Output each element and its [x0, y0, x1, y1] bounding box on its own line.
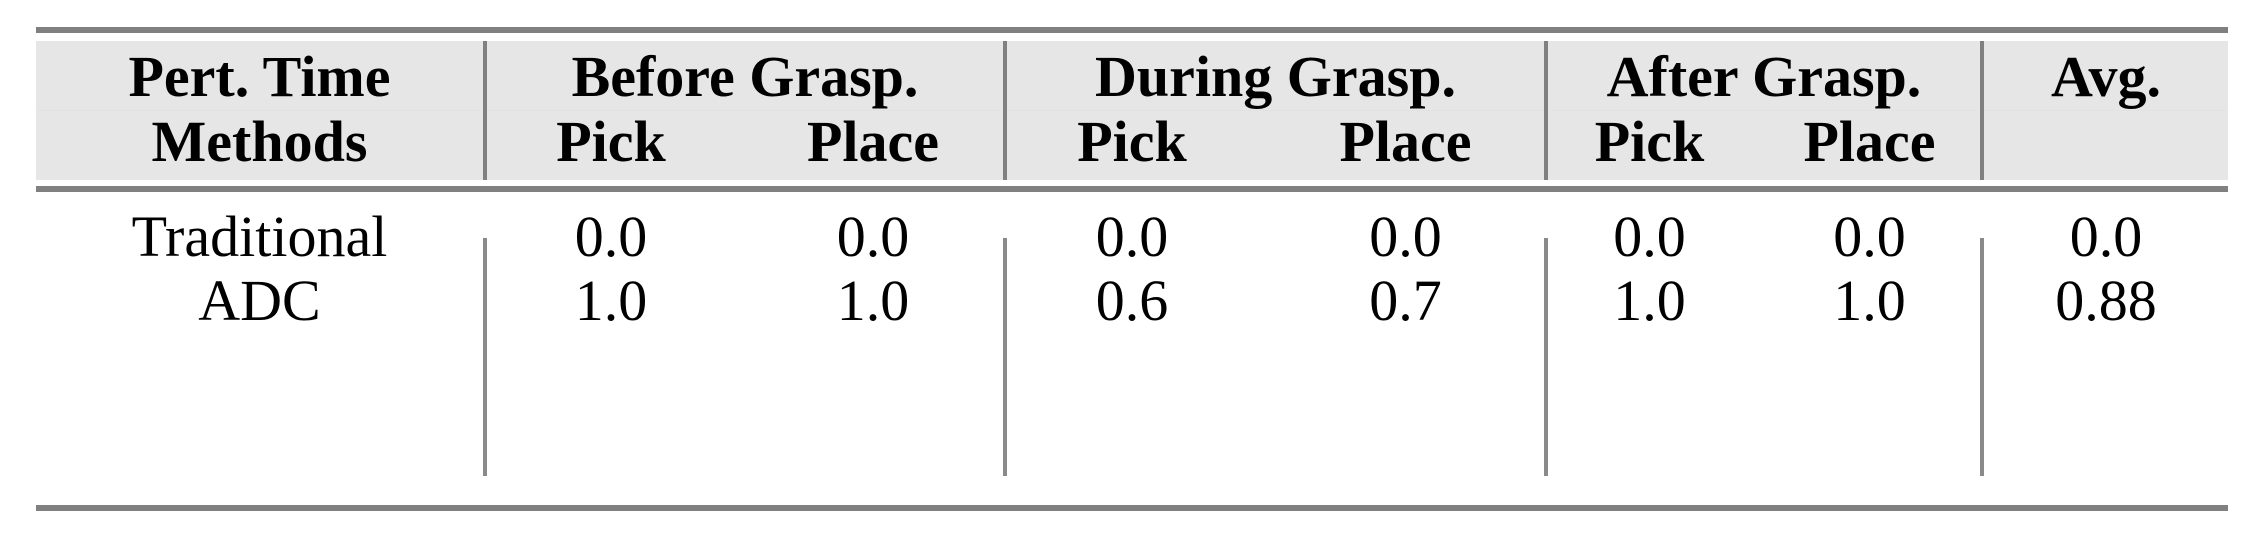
- table-header-band: [36, 41, 2228, 180]
- header-group-avg: Avg.: [2050, 44, 2162, 109]
- column-separator-3-body: [1544, 238, 1548, 476]
- row-label-adc: ADC: [198, 268, 321, 333]
- header-group-before-grasp: Before Grasp.: [571, 44, 919, 109]
- header-before-grasp-pick: Pick: [556, 109, 666, 174]
- header-row-divider: [36, 110, 2228, 111]
- cell-adc-before-place: 1.0: [836, 268, 910, 333]
- cell-adc-after-pick: 1.0: [1613, 268, 1686, 333]
- cell-traditional-before-pick: 0.0: [574, 204, 648, 269]
- header-stub-line1: Pert. Time: [128, 44, 391, 109]
- header-group-after-grasp: After Grasp.: [1606, 44, 1922, 109]
- cell-traditional-after-pick: 0.0: [1613, 204, 1686, 269]
- header-during-grasp-place: Place: [1339, 109, 1472, 174]
- header-during-grasp-pick: Pick: [1077, 109, 1187, 174]
- table-top-rule: [36, 27, 2228, 33]
- results-table: Pert. Time Before Grasp. During Grasp. A…: [36, 0, 2228, 542]
- cell-traditional-during-place: 0.0: [1369, 204, 1442, 269]
- cell-adc-before-pick: 1.0: [574, 268, 648, 333]
- column-separator-1-header: [483, 41, 487, 180]
- header-before-grasp-place: Place: [806, 109, 940, 174]
- row-label-traditional: Traditional: [131, 204, 388, 269]
- cell-adc-during-place: 0.7: [1369, 268, 1442, 333]
- column-separator-4-body: [1980, 238, 1984, 476]
- column-separator-2-header: [1003, 41, 1007, 180]
- header-after-grasp-place: Place: [1803, 109, 1936, 174]
- column-separator-2-body: [1003, 238, 1007, 476]
- cell-traditional-after-place: 0.0: [1833, 204, 1906, 269]
- header-group-during-grasp: During Grasp.: [1095, 44, 1456, 109]
- table-bottom-rule: [36, 505, 2228, 511]
- cell-traditional-avg: 0.0: [2069, 204, 2143, 269]
- table-body-area: [36, 192, 2228, 505]
- column-separator-1-body: [483, 238, 487, 476]
- cell-adc-avg: 0.88: [2055, 268, 2157, 333]
- table-middle-rule: [36, 186, 2228, 192]
- cell-traditional-during-pick: 0.0: [1095, 204, 1169, 269]
- column-separator-3-header: [1544, 41, 1548, 180]
- header-stub-line2: Methods: [151, 109, 368, 174]
- cell-adc-after-place: 1.0: [1833, 268, 1906, 333]
- column-separator-4-header: [1980, 41, 1984, 180]
- header-after-grasp-pick: Pick: [1594, 109, 1705, 174]
- cell-traditional-before-place: 0.0: [836, 204, 910, 269]
- cell-adc-during-pick: 0.6: [1095, 268, 1169, 333]
